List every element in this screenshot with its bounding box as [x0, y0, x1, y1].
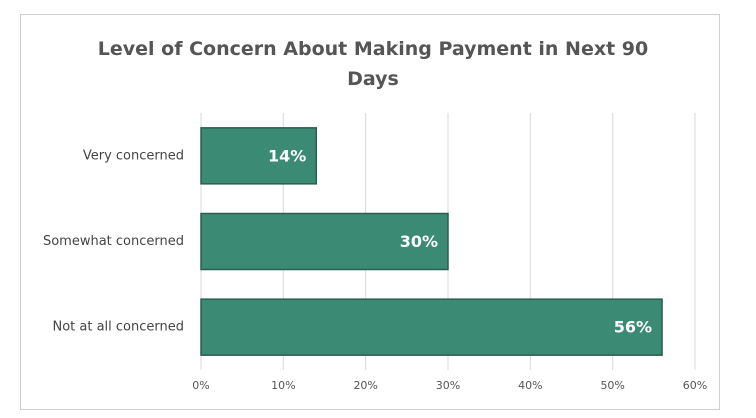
value-label: 56% [614, 318, 652, 337]
x-tick-label: 40% [518, 379, 542, 392]
x-tick-label: 20% [353, 379, 377, 392]
category-label: Very concerned [83, 148, 184, 163]
bar [200, 127, 318, 185]
chart-title: Level of Concern About Making Payment in… [97, 38, 649, 90]
category-label: Not at all concerned [52, 320, 184, 335]
chart-frame [20, 14, 720, 410]
bar [200, 298, 663, 356]
x-tick-label: 60% [683, 379, 707, 392]
category-label: Somewhat concerned [43, 234, 184, 249]
value-label: 30% [400, 232, 438, 251]
x-tick-label: 30% [436, 379, 460, 392]
x-tick-label: 0% [192, 379, 209, 392]
value-label: 14% [268, 146, 306, 165]
x-tick-label: 50% [600, 379, 624, 392]
bar [200, 212, 449, 271]
x-tick-label: 10% [271, 379, 295, 392]
